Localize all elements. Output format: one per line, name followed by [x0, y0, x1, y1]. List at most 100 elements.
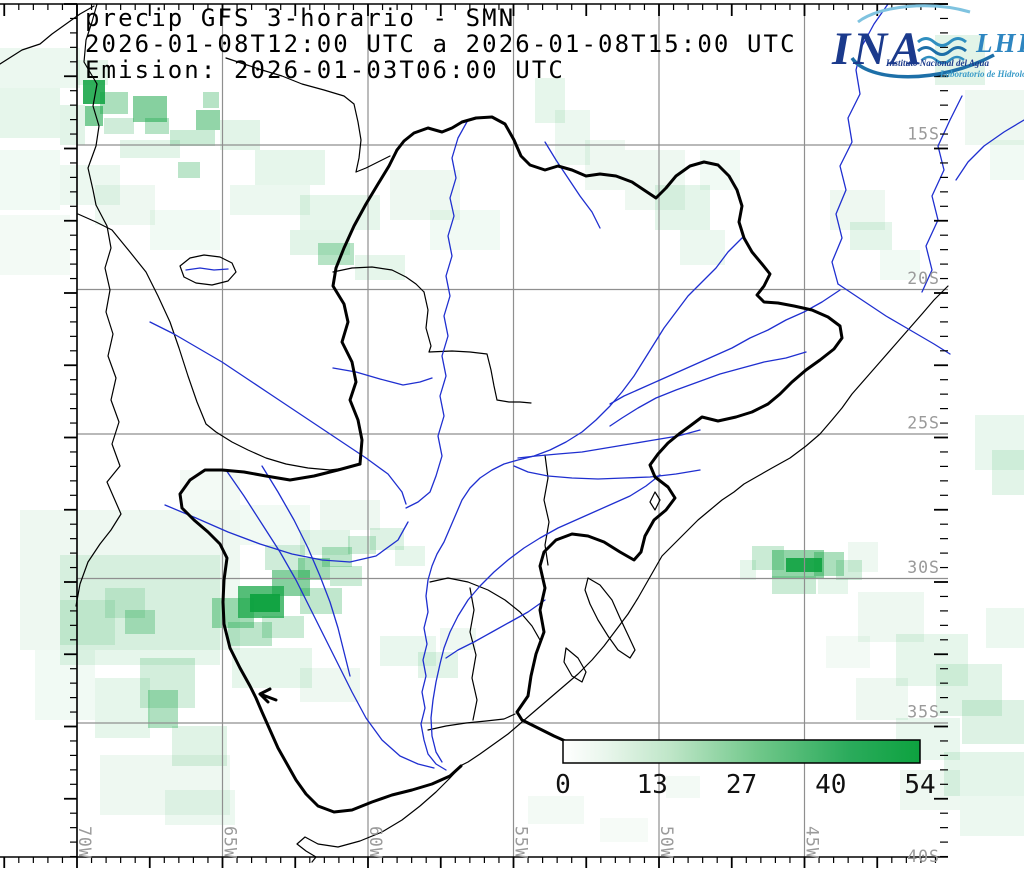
precip-cell: [133, 96, 167, 122]
precip-cell: [60, 165, 120, 205]
precip-cell: [0, 150, 60, 210]
interior-border-1: [543, 454, 550, 566]
river-negro-uruguay: [445, 599, 546, 659]
precip-cell: [320, 500, 380, 530]
lat-label: 25S: [907, 414, 940, 433]
river-salado: [225, 469, 435, 769]
precip-cell: [240, 505, 310, 545]
precip-cell: [585, 140, 625, 190]
precip-cell: [848, 542, 878, 572]
precip-cell: [300, 668, 360, 702]
precip-cell: [330, 566, 362, 586]
river-paranapanema: [517, 429, 701, 459]
river-mato-grosso: [332, 367, 433, 386]
precip-cell: [814, 552, 844, 576]
lon-label: 70W: [75, 826, 94, 859]
precip-cell: [986, 608, 1024, 648]
river-ne-3: [837, 283, 951, 355]
colorbar-gradient-bar: [562, 739, 921, 764]
precip-cell: [35, 650, 95, 720]
logo-institute-name: Instituto Nacional del Agua: [885, 58, 989, 68]
precip-cell: [830, 190, 885, 230]
logo-wave-2: [917, 46, 967, 56]
precip-cell: [265, 545, 305, 570]
precip-cell: [944, 752, 1024, 796]
precip-cell: [60, 555, 220, 665]
precip-cell: [395, 546, 425, 566]
lagoa-mirim-outline: [563, 647, 587, 683]
bolivia-argentina-border: [77, 213, 361, 471]
precip-cell: [196, 110, 220, 130]
lon-label: 60W: [366, 826, 385, 859]
river-ne-1: [831, 3, 889, 285]
basin-boundary-west: [331, 148, 399, 466]
precip-cell: [680, 230, 725, 265]
river-tiete: [609, 351, 807, 427]
colorbar-tick-label: 0: [555, 770, 571, 800]
lagoon-channel: [185, 267, 229, 271]
axis-labels: 15S 20S 25S 30S 35S 40S 70W 65W 60W 55W 50W 45W: [75, 125, 940, 867]
precip-cell: [140, 658, 195, 708]
precip-cell: [83, 80, 105, 104]
river-uruguay: [430, 474, 661, 763]
logo-lab-name: Laboratorio de Hidrología: [939, 69, 1024, 79]
precip-cell: [100, 92, 128, 114]
precip-cell: [60, 600, 115, 645]
precip-cell: [95, 185, 155, 225]
lagoa-dos-patos-outline: [584, 577, 636, 659]
colorbar: 0 13 27 40 54: [555, 739, 936, 800]
precip-cell: [178, 162, 200, 178]
precipitation-field: [0, 35, 1024, 842]
colorbar-tick-label: 13: [637, 770, 668, 800]
precip-cell: [20, 510, 240, 650]
precip-cell: [936, 664, 1002, 716]
precip-cell: [856, 678, 908, 720]
santa-catarina-island: [649, 491, 661, 511]
precip-cell: [228, 622, 272, 646]
paraguay-east-border: [423, 291, 532, 404]
precip-cell: [850, 222, 892, 250]
logo-arc-bottom: [850, 53, 995, 79]
pacific-coastline: [0, 5, 95, 65]
logo-arc-top: [857, 4, 971, 24]
precip-cell: [826, 636, 870, 668]
precip-cell: [125, 610, 155, 634]
precip-cell: [370, 528, 404, 550]
logo-wave-1: [917, 37, 967, 47]
lat-label: 15S: [907, 125, 940, 144]
title-line-product: precip GFS 3-horario - SMN: [85, 4, 515, 32]
precip-cell: [95, 678, 150, 738]
precip-cell: [262, 616, 304, 638]
precip-cell: [0, 215, 70, 275]
precip-cell: [990, 140, 1024, 180]
precip-cell: [962, 700, 1024, 744]
precip-cell: [145, 118, 169, 134]
country-borders-layer: [0, 3, 949, 863]
precip-cell: [666, 776, 700, 798]
precip-cell: [600, 818, 648, 842]
precip-cell: [752, 546, 784, 570]
precip-cell: [290, 230, 350, 255]
precip-cell: [965, 90, 1024, 145]
lon-label: 65W: [221, 826, 240, 859]
title-line-emission: Emision: 2026-01-03T06:00 UTC: [85, 56, 565, 84]
river-iguazu: [513, 465, 701, 480]
basin-boundary-north-east: [395, 115, 844, 754]
lon-label: 45W: [803, 826, 822, 859]
logo-wave-3: [921, 55, 965, 65]
river-paraguay: [405, 119, 469, 509]
precip-cell: [0, 48, 80, 88]
lat-label: 40S: [907, 847, 940, 866]
paraguay-north-border: [332, 266, 425, 293]
precip-cell: [298, 558, 330, 580]
precip-cell: [272, 570, 310, 596]
precip-cell: [655, 185, 710, 230]
colorbar-tick-label: 40: [815, 770, 846, 800]
uruguay-south-coast: [427, 713, 516, 731]
precip-cell: [975, 415, 1024, 470]
precip-cell: [165, 790, 235, 825]
lat-label: 20S: [907, 269, 940, 288]
colorbar-tick-label: 54: [904, 770, 935, 800]
logo-acronym: INA: [831, 23, 925, 75]
